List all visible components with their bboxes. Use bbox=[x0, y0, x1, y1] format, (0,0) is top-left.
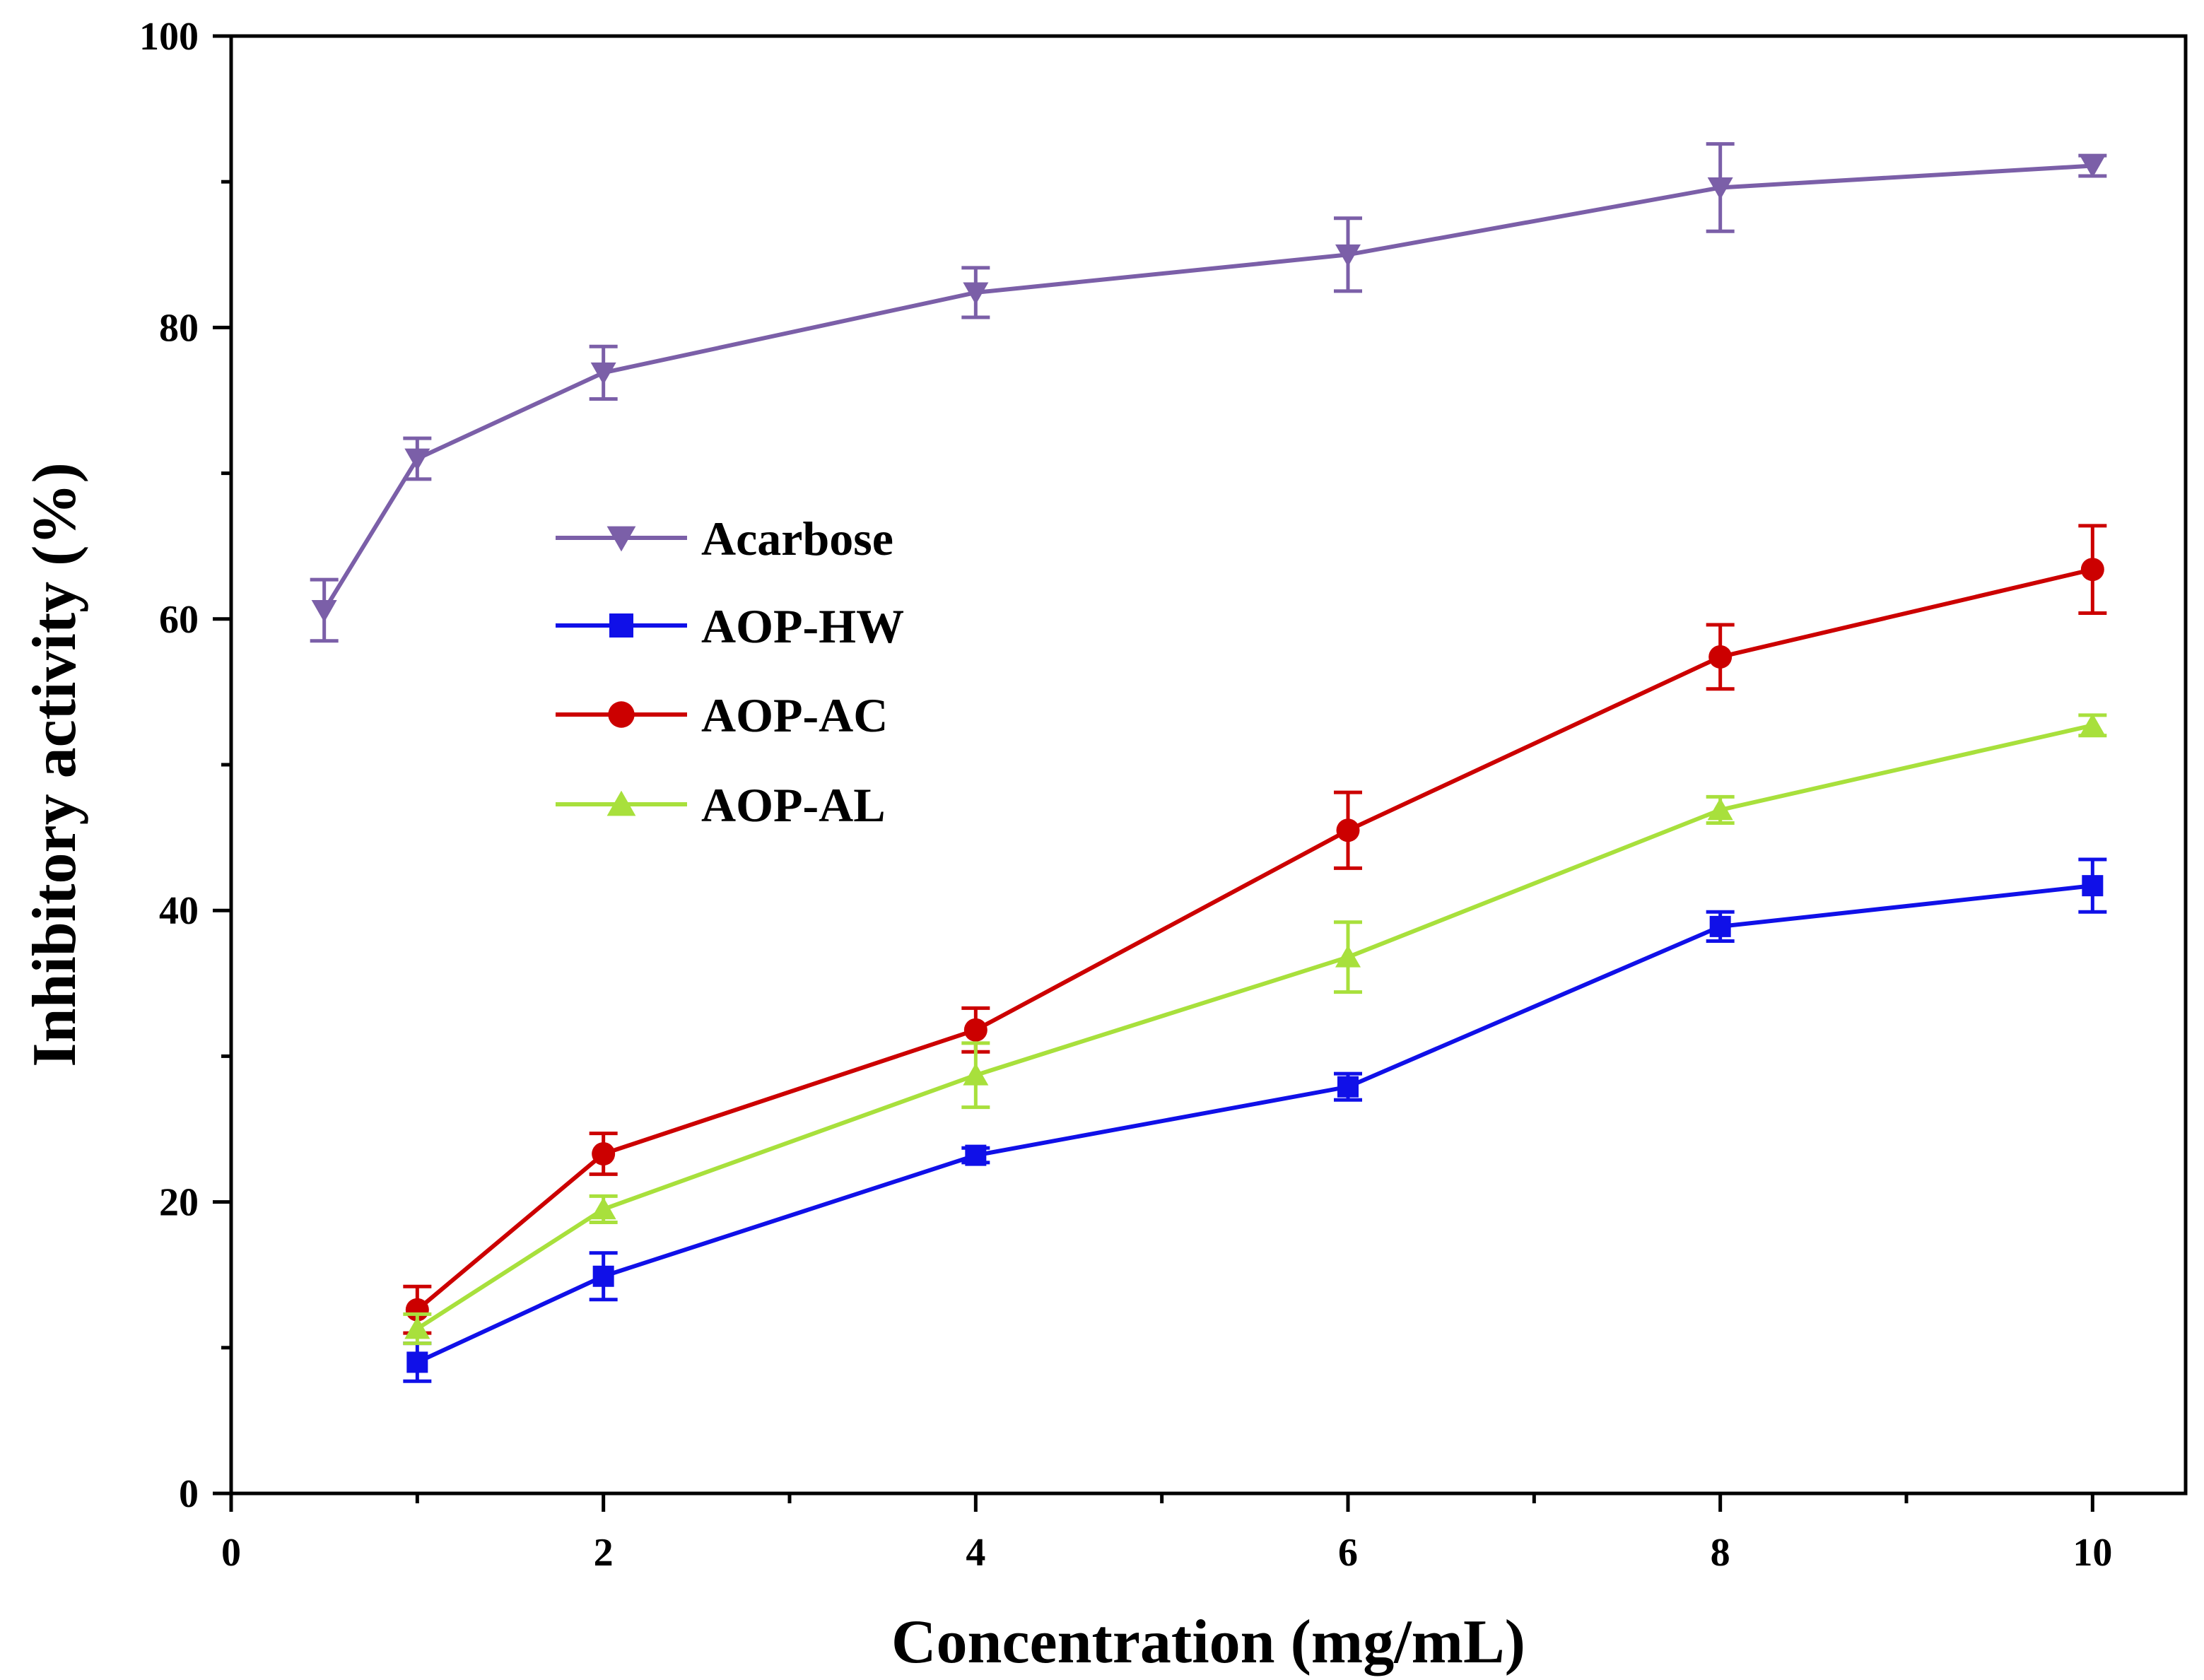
plot-area bbox=[310, 142, 2107, 1383]
y-tick-label: 60 bbox=[159, 598, 199, 642]
series-acarbose bbox=[310, 142, 2107, 643]
data-point bbox=[404, 1316, 430, 1339]
data-point bbox=[2080, 558, 2104, 582]
x-tick-label: 0 bbox=[221, 1531, 241, 1575]
data-point bbox=[1709, 915, 1731, 937]
series-line-aop-hw bbox=[416, 883, 2093, 1365]
legend-item-acarbose: Acarbose bbox=[556, 512, 893, 565]
y-tick-label: 80 bbox=[159, 306, 199, 350]
legend: Acarbose AOP-HW AOP-AC AOP-AL bbox=[556, 512, 904, 832]
data-point bbox=[1707, 177, 1733, 200]
data-point bbox=[1335, 244, 1361, 267]
data-point bbox=[963, 1018, 987, 1042]
series-aop-al bbox=[403, 713, 2107, 1346]
legend-label: Acarbose bbox=[701, 512, 893, 565]
data-point bbox=[1708, 645, 1733, 669]
data-point bbox=[963, 282, 989, 305]
y-tick-label: 20 bbox=[159, 1181, 199, 1225]
data-point bbox=[2080, 713, 2106, 736]
x-tick-label: 10 bbox=[2073, 1531, 2112, 1575]
y-tick-label: 40 bbox=[159, 889, 199, 933]
y-tick-label: 100 bbox=[139, 15, 199, 59]
x-tick-label: 2 bbox=[594, 1531, 614, 1575]
data-point bbox=[406, 1351, 428, 1373]
legend-label: AOP-HW bbox=[701, 599, 904, 653]
series-aop-ac bbox=[403, 524, 2107, 1335]
legend-label: AOP-AC bbox=[701, 688, 888, 742]
x-tick-label: 4 bbox=[966, 1531, 985, 1575]
data-point bbox=[590, 362, 616, 385]
data-point bbox=[404, 448, 430, 471]
legend-item-aop-hw: AOP-HW bbox=[556, 599, 904, 653]
series-line-aop-ac bbox=[416, 567, 2094, 1312]
legend-marker bbox=[606, 790, 636, 816]
series-line-aop-al bbox=[416, 723, 2093, 1331]
y-axis-title: Inhibitory activity (%) bbox=[20, 462, 89, 1067]
legend-marker bbox=[609, 613, 633, 638]
legend-label: AOP-AL bbox=[701, 778, 886, 832]
legend-marker bbox=[608, 701, 635, 728]
y-tick-label: 0 bbox=[179, 1472, 199, 1516]
data-point bbox=[1337, 1076, 1359, 1098]
data-point bbox=[1707, 797, 1733, 821]
data-point bbox=[2082, 875, 2104, 897]
data-point bbox=[592, 1142, 616, 1166]
data-point bbox=[311, 600, 337, 623]
data-point bbox=[590, 1197, 616, 1220]
data-point bbox=[592, 1265, 614, 1287]
data-point bbox=[965, 1144, 987, 1166]
x-tick-label: 8 bbox=[1711, 1531, 1730, 1575]
series-aop-hw bbox=[403, 857, 2107, 1383]
legend-item-aop-ac: AOP-AC bbox=[556, 688, 888, 742]
data-point bbox=[2080, 155, 2106, 178]
data-point bbox=[1336, 818, 1360, 842]
legend-item-aop-al: AOP-AL bbox=[556, 778, 886, 832]
data-point bbox=[963, 1063, 989, 1086]
data-point bbox=[1335, 945, 1361, 968]
legend-marker bbox=[606, 526, 636, 552]
x-tick-label: 6 bbox=[1338, 1531, 1358, 1575]
x-axis-title: Concentration (mg/mL) bbox=[891, 1608, 1525, 1676]
